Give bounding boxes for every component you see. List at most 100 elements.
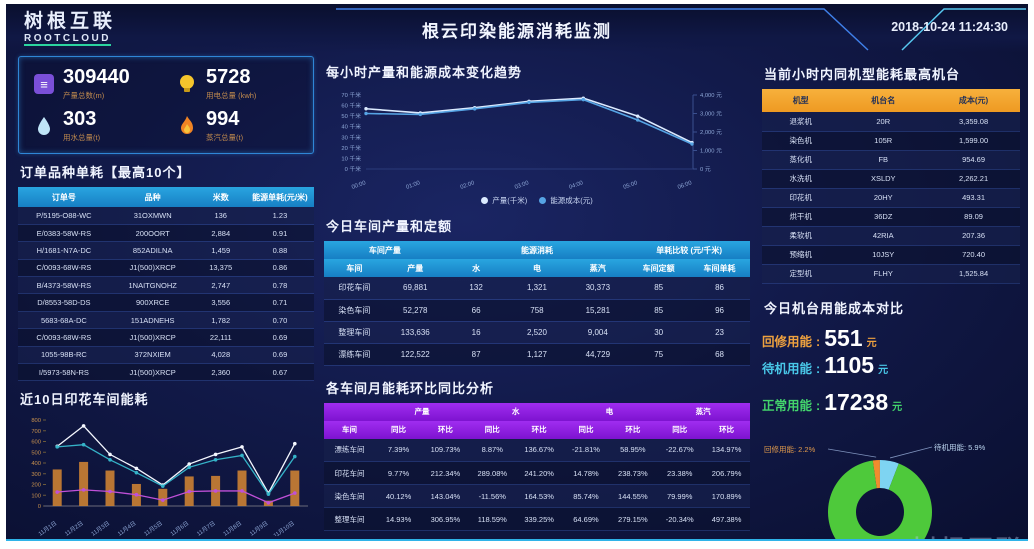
table-cell: 143.04% [421, 484, 469, 508]
table-row: 退浆机 20R 3,359.08 [762, 112, 1020, 132]
table-cell: 134.97% [703, 438, 750, 462]
column-header: 机台名 [839, 89, 928, 112]
table-cell: 染色机 [762, 131, 840, 151]
table-cell: 0.88 [245, 241, 314, 260]
svg-text:2,000 元: 2,000 元 [700, 129, 722, 136]
table-cell: 1.23 [245, 207, 314, 225]
energy-donut-chart: 回修用能: 2.2%待机用能: 5.9%正常用能: 91.9% [762, 428, 1020, 539]
table-cell: 0.91 [245, 224, 314, 243]
table-cell: 164.53% [515, 484, 563, 508]
table-cell: 36DZ [839, 207, 928, 227]
table-cell: 23.38% [656, 461, 704, 485]
table-cell: 0.78 [245, 276, 314, 295]
table-row: 水洗机 XSLDY 2,262.21 [762, 169, 1020, 189]
column-header: 车间 [324, 420, 376, 439]
table-row: 印花车间 9.77% 212.34% 289.08% 241.20% 14.78% 238.… [324, 461, 750, 485]
table-cell: 64.69% [562, 507, 610, 531]
table-cell: 109.73% [421, 438, 469, 462]
table-cell: 132 [445, 277, 507, 300]
column-header: 蒸汽 [567, 259, 629, 277]
logo-en-text: ROOTCLOUD [24, 33, 111, 46]
column-header: 电 [506, 259, 568, 277]
table-cell: J1(500)XRCP [109, 328, 196, 347]
table-cell: 1,127 [506, 343, 568, 366]
right-column: 当前小时内同机型能耗最高机台 机型 机台名 成本(元) 退浆机 20R 3,359.… [762, 56, 1021, 539]
table-cell: 58.95% [609, 438, 657, 462]
table-row: 印花机 20HY 493.31 [762, 188, 1020, 208]
dot-icon [204, 540, 211, 541]
table-cell: 279.15% [609, 507, 657, 531]
orders-table: 订单号 品种 米数 能源单耗(元/米) P/5195-O88-WC 31OXMWN… [18, 187, 314, 382]
table-row: 烘干机 36DZ 89.09 [762, 207, 1020, 227]
svg-text:回修用能: 2.2%: 回修用能: 2.2% [764, 444, 816, 454]
table-cell: 10JSY [839, 245, 928, 265]
table-cell: -21.81% [562, 438, 610, 462]
column-header: 环比 [421, 420, 469, 439]
table-cell: 退浆机 [762, 112, 840, 132]
table-row: I/5973-58N-RS J1(500)XRCP 2,360 0.67 [18, 363, 314, 382]
table-cell: 900XRCE [109, 293, 196, 312]
table-cell: 1,782 [195, 311, 246, 330]
dot-icon [174, 540, 181, 541]
svg-text:0 千米: 0 千米 [345, 165, 362, 173]
table-cell: 68 [689, 343, 750, 366]
table-cell: C/0093-68W-RS [18, 259, 110, 278]
table-cell: P/5195-O88-WC [18, 207, 110, 225]
table-cell: FB [839, 150, 928, 170]
group-header: 车间产量 [324, 241, 446, 259]
table-cell: 漂练车间 [324, 343, 385, 366]
svg-text:20 千米: 20 千米 [341, 144, 361, 152]
table-cell: 118.59% [468, 507, 516, 531]
table-cell: 15,281 [567, 299, 629, 322]
table-cell: 14.78% [562, 461, 610, 485]
column-header: 水 [445, 259, 507, 277]
table-row: 定型机 FLHY 1,525.84 [762, 264, 1020, 284]
kpi-value: 309440 [63, 66, 130, 88]
svg-text:700: 700 [31, 429, 41, 435]
table-row: H/1681-N7A-DC 852ADILNA 1,459 0.88 [18, 241, 314, 260]
svg-text:11月4日: 11月4日 [116, 520, 137, 536]
table-row: E/0383-58W-RS 200OORT 2,884 0.91 [18, 224, 314, 243]
table-cell: 52,278 [384, 299, 446, 322]
analysis-table: 产量 水 电 蒸汽 车间 同比 环比 同比 环比 同比 环比 同比 环比 漂练车 [324, 402, 750, 531]
legend-item: 产量(千米) [481, 195, 527, 206]
table-cell: -20.34% [656, 507, 704, 531]
workshop-table: 车间产量 能源消耗 单耗比较 (元/千米) 车间 产量 水 电 蒸汽 车间定额 … [324, 241, 750, 366]
table-cell: 0.70 [245, 311, 314, 330]
top-bar: 树根互联 ROOTCLOUD 根云印染能源消耗监测 2018-10-24 11:… [6, 4, 1028, 52]
table-cell: 2,747 [195, 276, 246, 295]
table-cell: 染色车间 [324, 299, 385, 322]
table-cell: E/0383-58W-RS [18, 224, 110, 243]
table-row: 整理车间 14.93% 306.95% 118.59% 339.25% 64.69% 279… [324, 507, 750, 531]
table-cell: 151ADNEHS [109, 311, 196, 330]
table-row: 5683-68A-DC 151ADNEHS 1,782 0.70 [18, 311, 314, 330]
column-header: 车间定额 [628, 259, 690, 277]
steam-icon [176, 115, 198, 137]
table-cell: 306.95% [421, 507, 469, 531]
svg-text:1,000 元: 1,000 元 [700, 148, 722, 155]
table-row: 染色车间 40.12% 143.04% -11.56% 164.53% 85.74% 144… [324, 484, 750, 508]
left-column: ≡ 309440 产量总数(m) 5728 用电总量 (kwh) 303 用水总… [18, 56, 314, 541]
table-cell: 整理车间 [324, 321, 385, 344]
table-cell: J1(500)XRCP [109, 259, 196, 278]
svg-text:11月6日: 11月6日 [169, 520, 190, 536]
svg-text:11月7日: 11月7日 [196, 520, 217, 536]
table-cell: 241.20% [515, 461, 563, 485]
table-cell: 206.79% [703, 461, 750, 485]
table-cell: 105R [839, 131, 928, 151]
table-cell: 整理车间 [324, 507, 376, 531]
svg-text:11月8日: 11月8日 [222, 520, 243, 536]
svg-text:01:00: 01:00 [405, 180, 421, 191]
table-cell: 133,636 [384, 321, 446, 344]
dot-icon [481, 197, 489, 204]
table-cell: 75 [628, 343, 690, 366]
table-cell: 20HY [839, 188, 928, 208]
svg-text:11月10日: 11月10日 [272, 520, 296, 536]
table-cell: 30,373 [567, 277, 629, 300]
table-cell: 13,375 [195, 259, 246, 278]
svg-text:40 千米: 40 千米 [341, 123, 361, 131]
column-header: 米数 [195, 187, 246, 207]
column-header: 环比 [703, 420, 750, 439]
workshop-section-title: 今日车间产量和定额 [326, 219, 453, 234]
table-cell: 122,522 [384, 343, 446, 366]
